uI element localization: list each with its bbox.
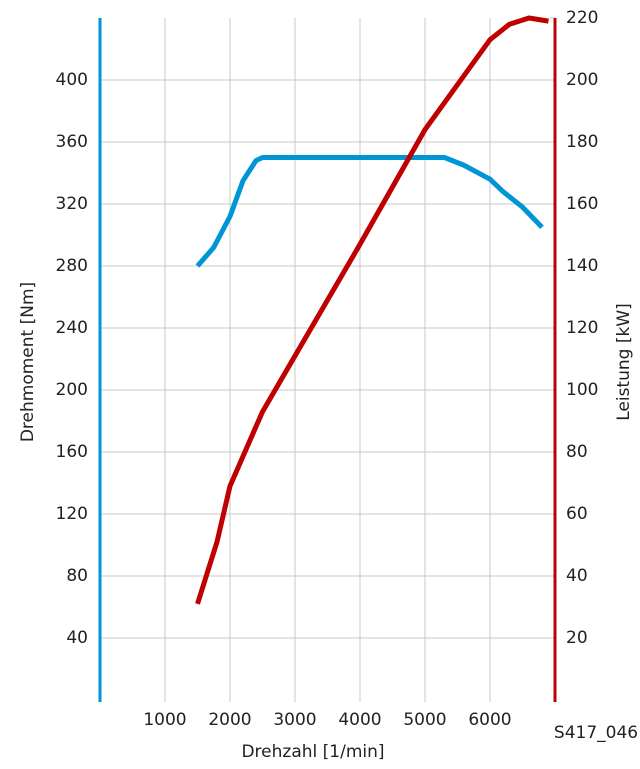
y2-axis-title: Leistung [kW] bbox=[614, 303, 634, 421]
series-line bbox=[195, 15, 549, 605]
y-tick-label: 320 bbox=[56, 194, 88, 214]
x-tick-label: 1000 bbox=[143, 710, 186, 730]
y-tick-label: 280 bbox=[56, 256, 88, 276]
y2-tick-label: 60 bbox=[566, 504, 588, 524]
y2-tick-label: 120 bbox=[566, 318, 598, 338]
y-tick-label: 400 bbox=[56, 70, 88, 90]
y-tick-label: 240 bbox=[56, 318, 88, 338]
y2-tick-label: 100 bbox=[566, 380, 598, 400]
y2-tick-label: 40 bbox=[566, 566, 588, 586]
x-tick-label: 4000 bbox=[338, 710, 381, 730]
y-tick-label: 360 bbox=[56, 132, 88, 152]
series-line bbox=[195, 155, 544, 268]
y2-tick-label: 180 bbox=[566, 132, 598, 152]
y-axis-title: Drehmoment [Nm] bbox=[18, 282, 38, 442]
y-tick-label: 200 bbox=[56, 380, 88, 400]
x-tick-label: 6000 bbox=[468, 710, 511, 730]
y2-tick-label: 200 bbox=[566, 70, 598, 90]
x-tick-label: 2000 bbox=[208, 710, 251, 730]
y-tick-label: 80 bbox=[66, 566, 88, 586]
y2-tick-label: 220 bbox=[566, 8, 598, 28]
y2-tick-label: 160 bbox=[566, 194, 598, 214]
x-tick-label: 5000 bbox=[403, 710, 446, 730]
y2-tick-label: 80 bbox=[566, 442, 588, 462]
y-tick-label: 120 bbox=[56, 504, 88, 524]
y2-tick-label: 20 bbox=[566, 628, 588, 648]
y2-tick-label: 140 bbox=[566, 256, 598, 276]
x-tick-label: 3000 bbox=[273, 710, 316, 730]
x-axis-title: Drehzahl [1/min] bbox=[241, 742, 384, 762]
y-tick-label: 40 bbox=[66, 628, 88, 648]
figure-code: S417_046 bbox=[554, 723, 638, 743]
y-tick-label: 160 bbox=[56, 442, 88, 462]
